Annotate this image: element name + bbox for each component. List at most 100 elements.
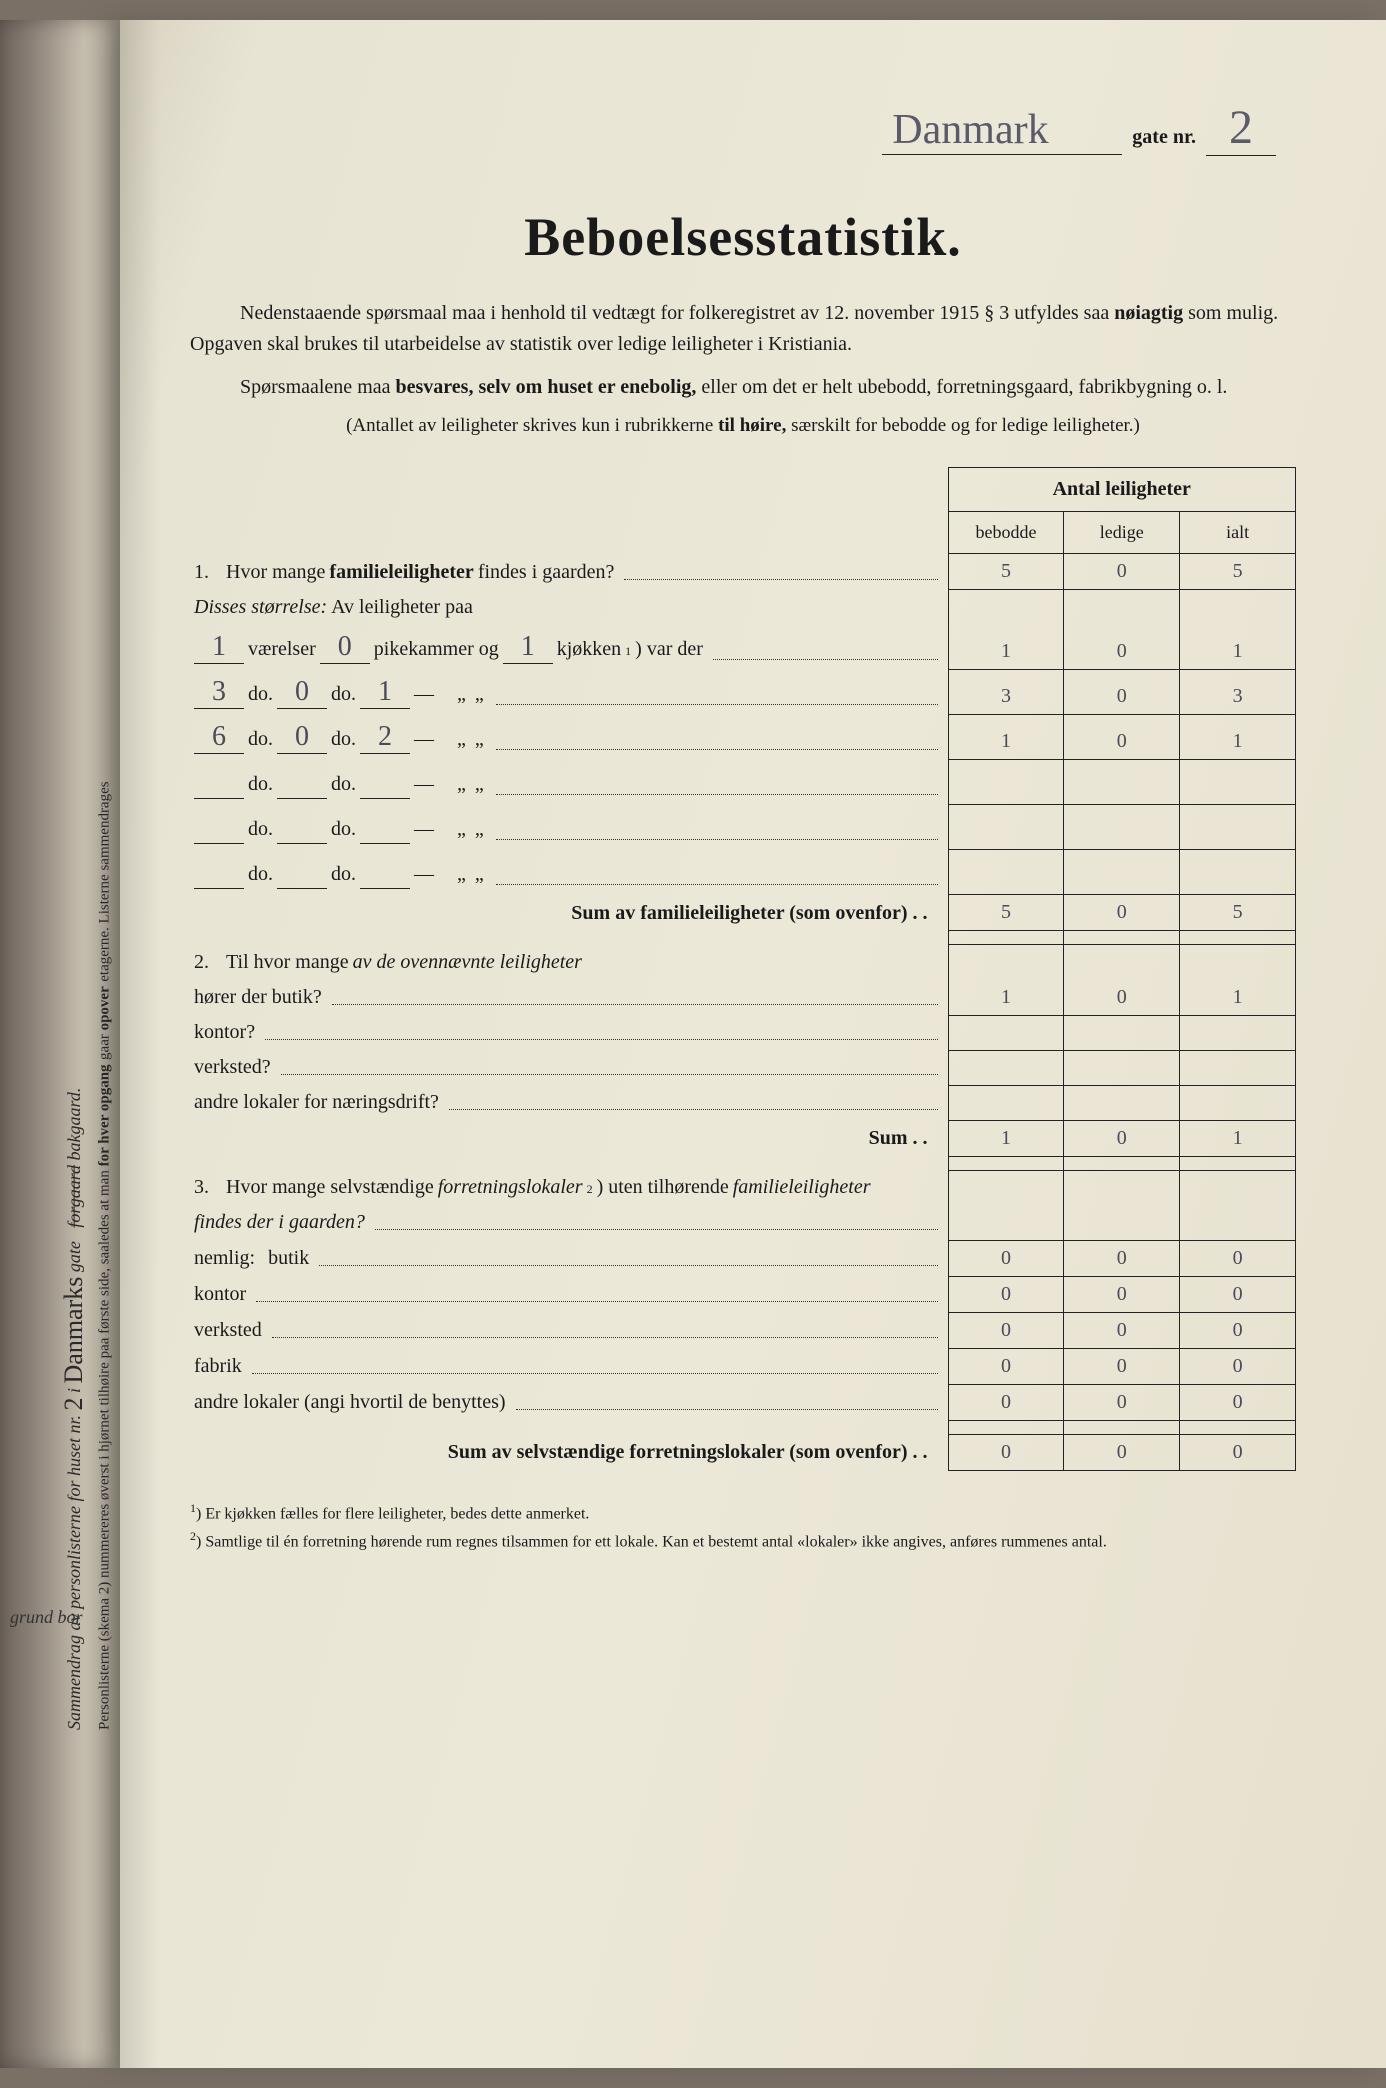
dash: — <box>414 863 434 886</box>
q3-r5-3: 0 <box>1180 1384 1296 1420</box>
r3-p: 0 <box>277 721 327 754</box>
q3-r3-2: 0 <box>1064 1312 1180 1348</box>
q1-v2: 0 <box>1064 554 1180 590</box>
q1-size-row4: do. do. — „ „ <box>190 760 1296 805</box>
blank-cell <box>1064 1050 1180 1085</box>
q3-r3-1: 0 <box>948 1312 1064 1348</box>
dash: — <box>414 683 434 706</box>
q3-r5-l: andre lokaler (angi hvortil de benyttes) <box>194 1391 506 1414</box>
q3-r3-l: verksted <box>194 1319 262 1342</box>
footnote-1: 1) Er kjøkken fælles for flere leilighet… <box>190 1501 1296 1523</box>
q2-sum-label: Sum <box>869 1127 908 1149</box>
intro-p2: Spørsmaalene maa besvares, selv om huset… <box>190 372 1296 403</box>
side-line2d: opover <box>96 986 112 1030</box>
q1-row: 1. Hvor mange familieleiligheter findes … <box>190 554 1296 590</box>
q2-r1: hører der butik? 1 0 1 <box>190 980 1296 1016</box>
q2-s3: 1 <box>1180 1120 1296 1156</box>
q3-b: forretningslokaler <box>438 1176 583 1199</box>
blank-cell <box>1064 1085 1180 1120</box>
do: do. <box>331 773 356 796</box>
intro-p2c: eller om det er helt ubebodd, forretning… <box>696 376 1227 398</box>
blank-cell <box>1180 1085 1296 1120</box>
q3-r5: andre lokaler (angi hvortil de benyttes)… <box>190 1384 1296 1420</box>
disses-label: Disses størrelse: <box>194 596 327 618</box>
blank-cell <box>1180 1205 1296 1240</box>
q2-r1-1: 1 <box>948 980 1064 1016</box>
q1-num: 1. <box>194 561 222 584</box>
paren-b: til høire, <box>718 415 786 436</box>
q3-e: findes der i gaarden? <box>194 1211 365 1234</box>
q2-r1-3: 1 <box>1180 980 1296 1016</box>
q2-r1-l: hører der butik? <box>194 986 322 1009</box>
ditto: „ „ <box>457 773 486 796</box>
head-c3: ialt <box>1180 512 1296 554</box>
q2-b: av de ovennævnte leiligheter <box>353 951 582 974</box>
header-gate-nr: 2 <box>1206 100 1276 156</box>
q1-disses: Disses størrelse: Av leiligheter paa <box>190 590 1296 625</box>
blank-cell <box>948 1015 1064 1050</box>
blank-cell <box>948 1050 1064 1085</box>
q3-s3: 0 <box>1180 1434 1296 1470</box>
r3-c3: 1 <box>1180 715 1296 760</box>
side-forgaard: forgaard <box>64 1165 84 1228</box>
blank <box>194 856 244 889</box>
nemlig: nemlig: <box>194 1247 255 1270</box>
q3-r5-2: 0 <box>1064 1384 1180 1420</box>
q1-size-row1: 1 værelser 0 pikekammer og 1 kjøkken1) v… <box>190 625 1296 670</box>
q3-r4-1: 0 <box>948 1348 1064 1384</box>
blank <box>277 766 327 799</box>
q3-c: ) uten tilhørende <box>597 1176 729 1199</box>
r1-lp: pikekammer og <box>374 638 499 661</box>
side-gate: gate <box>64 1241 84 1272</box>
r1-lk: kjøkken <box>557 638 621 661</box>
r2-v: 3 <box>194 676 244 709</box>
q3-r1-l: butik <box>268 1247 309 1270</box>
q3-r1: nemlig: butik 0 0 0 <box>190 1240 1296 1276</box>
side-nr: 2 <box>59 1398 88 1411</box>
ditto: „ „ <box>457 728 486 751</box>
document-page: Danmark gate nr. 2 Beboelsesstatistik. N… <box>120 20 1386 2068</box>
q2-s1: 1 <box>948 1120 1064 1156</box>
q3-sum: Sum av selvstændige forretningslokaler (… <box>190 1434 1296 1470</box>
blank-cell <box>1064 1205 1180 1240</box>
scan-wrapper: Sammendrag av personlisterne for huset n… <box>0 20 1386 2068</box>
blank <box>360 856 410 889</box>
q3-r2: kontor 0 0 0 <box>190 1276 1296 1312</box>
intro-p2a: Spørsmaalene maa <box>240 376 396 398</box>
dots <box>256 1301 937 1302</box>
q1-sum-row: Sum av familieleiligheter (som ovenfor) … <box>190 895 1296 931</box>
head-c2: ledige <box>1064 512 1180 554</box>
q3-r2-1: 0 <box>948 1276 1064 1312</box>
ditto: „ „ <box>457 863 486 886</box>
q3-r4-3: 0 <box>1180 1348 1296 1384</box>
intro-p2b: besvares, selv om huset er enebolig, <box>396 376 697 398</box>
q2-r4-l: andre lokaler for næringsdrift? <box>194 1091 439 1114</box>
dash: — <box>414 773 434 796</box>
dots <box>496 794 938 795</box>
side-grund: grund bor <box>10 1607 83 1628</box>
blank <box>360 811 410 844</box>
blank-cell <box>948 1205 1064 1240</box>
q3-r1-1: 0 <box>948 1240 1064 1276</box>
side-street: Danmarks <box>59 1277 88 1384</box>
intro-p1b: nøiagtig <box>1114 302 1183 324</box>
q1-v1: 5 <box>948 554 1064 590</box>
q3-sum-tail: (som ovenfor) <box>784 1441 907 1463</box>
q3-num: 3. <box>194 1176 222 1199</box>
dots <box>375 1229 938 1230</box>
form-table: Antal leiligheter bebodde ledige ialt 1.… <box>190 467 1296 1471</box>
intro-paren: (Antallet av leiligheter skrives kun i r… <box>190 415 1296 437</box>
q2-r1-2: 0 <box>1064 980 1180 1016</box>
side-line1: Sammendrag av personlisterne for huset n… <box>64 1415 84 1730</box>
r1-p: 0 <box>320 631 370 664</box>
page-title: Beboelsesstatistik. <box>190 206 1296 268</box>
dots <box>713 659 938 660</box>
header-line: Danmark gate nr. 2 <box>190 100 1296 156</box>
dash: — <box>414 728 434 751</box>
q2-r3-l: verksted? <box>194 1056 271 1079</box>
blank <box>277 811 327 844</box>
blank-cell <box>1064 850 1180 895</box>
q3-r3: verksted 0 0 0 <box>190 1312 1296 1348</box>
r1-c1: 1 <box>948 625 1064 670</box>
q3-r1-2: 0 <box>1064 1240 1180 1276</box>
